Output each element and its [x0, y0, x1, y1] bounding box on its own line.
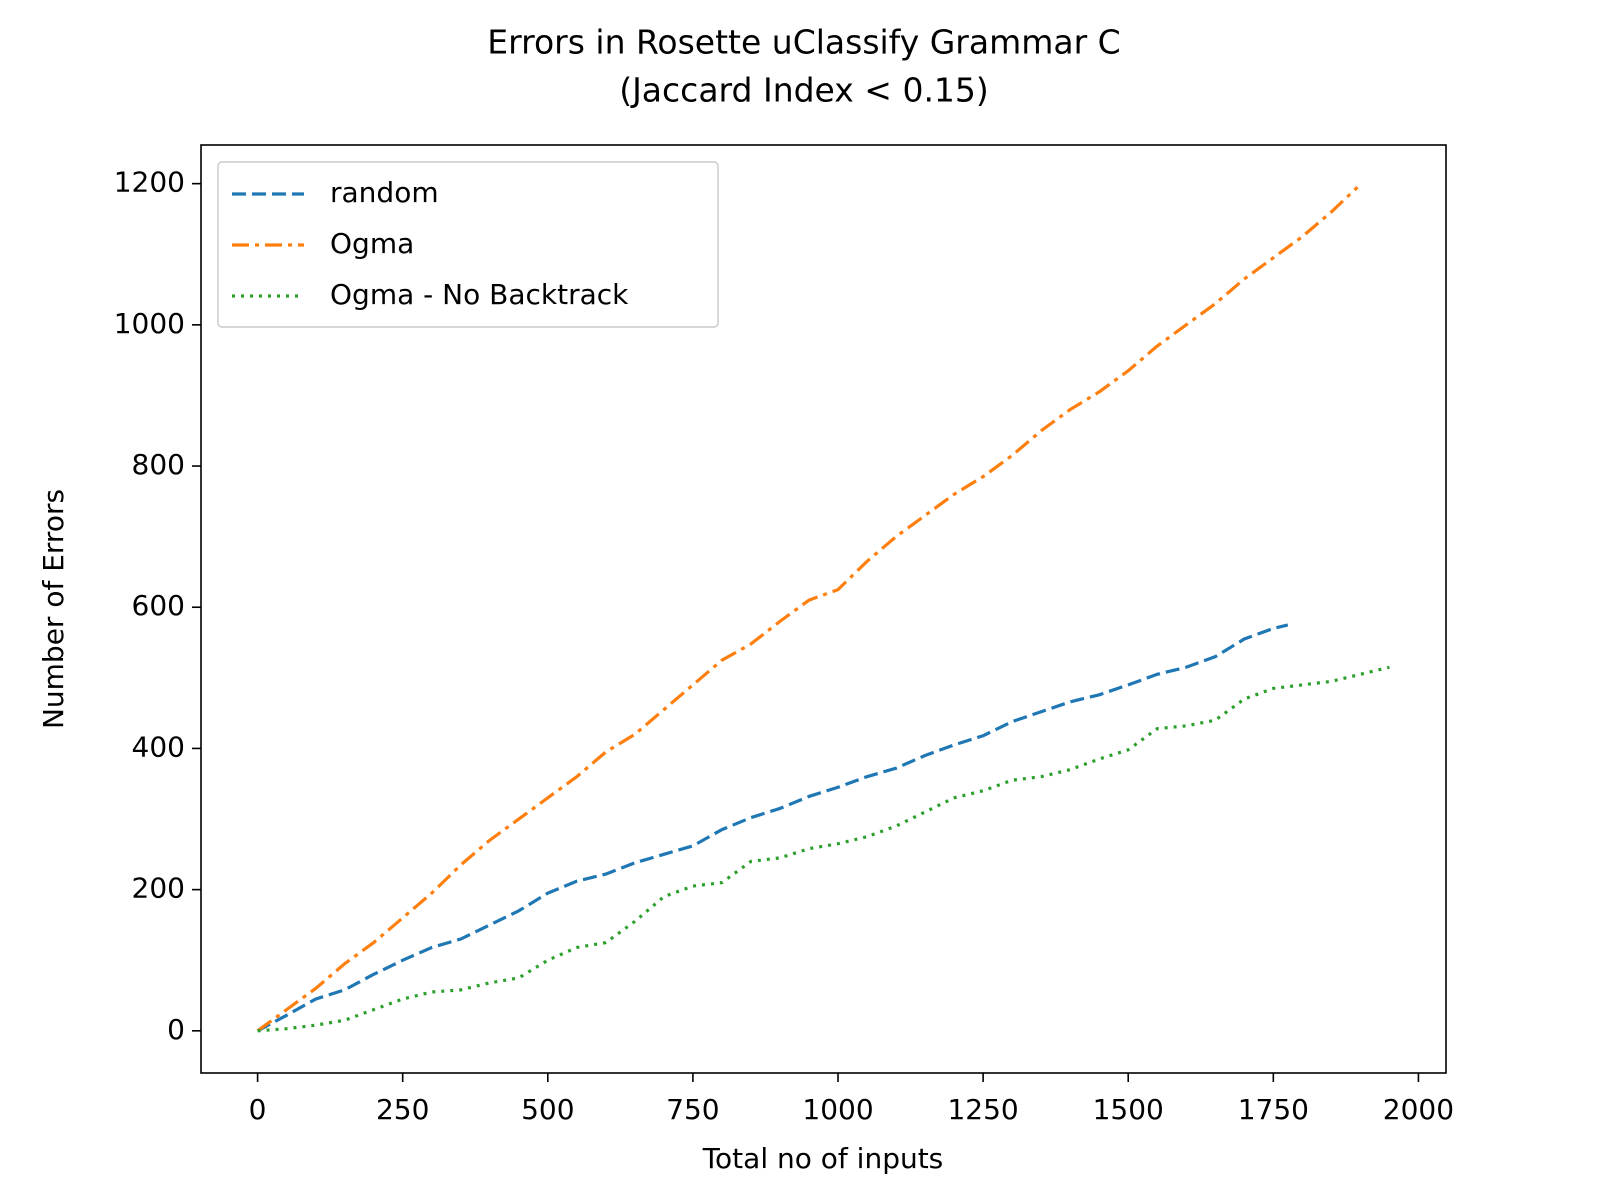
- x-tick-label: 1000: [802, 1093, 873, 1126]
- y-tick-label: 200: [132, 872, 185, 905]
- x-tick-label: 0: [249, 1093, 267, 1126]
- series-line: [256, 186, 1359, 1033]
- x-tick-label: 2000: [1383, 1093, 1454, 1126]
- legend-box: [217, 161, 719, 328]
- plot-frame: [200, 144, 1447, 1074]
- series-line: [256, 623, 1289, 1033]
- x-tick-label: 1500: [1093, 1093, 1164, 1126]
- x-tick-label: 500: [521, 1093, 574, 1126]
- x-tick-label: 1750: [1238, 1093, 1309, 1126]
- y-tick-label: 600: [132, 589, 185, 622]
- y-tick-label: 400: [132, 730, 185, 763]
- x-tick-label: 250: [376, 1093, 429, 1126]
- chart-title: Errors in Rosette uClassify Grammar C: [487, 23, 1120, 62]
- y-tick-label: 0: [167, 1013, 185, 1046]
- y-axis-label: Number of Errors: [37, 489, 70, 729]
- y-tick-label: 1000: [114, 307, 185, 340]
- chart-subtitle: (Jaccard Index < 0.15): [619, 71, 989, 110]
- series-line: [257, 665, 1390, 1033]
- x-tick-label: 750: [666, 1093, 719, 1126]
- y-tick-label: 1200: [114, 166, 185, 199]
- y-tick-label: 800: [132, 448, 185, 481]
- x-tick-label: 1250: [947, 1093, 1018, 1126]
- legend-label: Ogma: [330, 227, 414, 260]
- legend-label: Ogma - No Backtrack: [330, 278, 629, 311]
- legend-label: random: [330, 176, 439, 209]
- x-axis-label: Total no of inputs: [702, 1142, 944, 1175]
